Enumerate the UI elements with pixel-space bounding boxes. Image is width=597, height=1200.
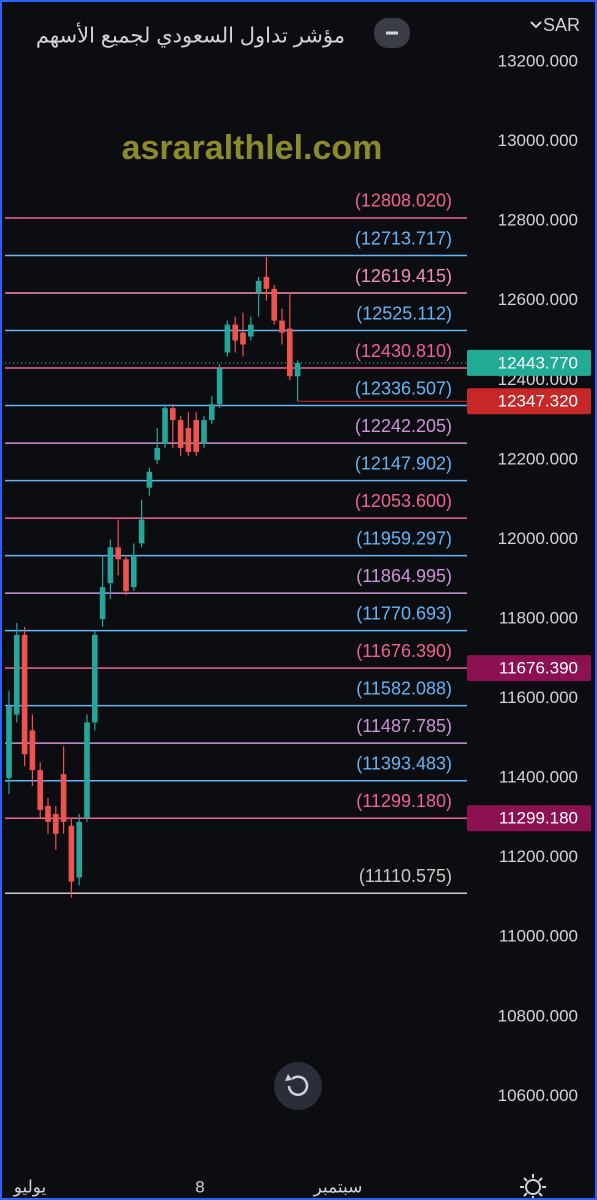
candle-body (287, 328, 293, 377)
y-tick-label: 12800.000 (498, 211, 578, 230)
candle-body (170, 408, 176, 421)
level-label: (11110.575) (359, 866, 452, 886)
candle-body (92, 634, 98, 723)
level-label: (12430.810) (355, 341, 452, 361)
candle-body (216, 368, 223, 405)
y-tick-label: 12200.000 (498, 449, 578, 468)
y-tick-label: 10600.000 (498, 1086, 578, 1105)
watermark: asraralthlel.com (122, 129, 383, 167)
candle-body (45, 805, 51, 822)
candle-body (294, 362, 301, 377)
price-badge (467, 805, 591, 832)
level-label: (11393.483) (356, 753, 452, 773)
price-badge-label: 12347.320 (498, 392, 578, 411)
y-tick-label: 11600.000 (499, 688, 578, 707)
level-label: (12713.717) (355, 228, 452, 248)
candle-body (123, 559, 129, 592)
candle-body (115, 547, 121, 560)
price-badge-label: 11299.180 (499, 809, 578, 828)
price-badge (467, 388, 591, 415)
level-label: (11770.693) (356, 603, 452, 623)
candle-body (240, 332, 246, 345)
candle-body (255, 280, 262, 293)
price-badge (467, 349, 591, 376)
price-badge-label: 11676.390 (499, 659, 578, 678)
candle-body (232, 324, 238, 341)
level-label: (11487.785) (356, 716, 452, 736)
level-label: (11676.390) (356, 641, 452, 661)
candle-body (279, 320, 285, 333)
candle-body (99, 587, 106, 619)
y-tick-label: 10800.000 (498, 1006, 578, 1025)
candle-body (76, 821, 82, 878)
level-label: (11959.297) (356, 528, 452, 548)
candle-body (146, 471, 153, 488)
level-label: (11299.180) (356, 791, 452, 811)
candle-body (154, 447, 160, 460)
candle-body (29, 730, 36, 771)
level-label: (12525.112) (356, 303, 452, 323)
candle-body (107, 547, 114, 584)
price-badge (467, 655, 591, 682)
candle-body (60, 774, 67, 822)
y-tick-label: 13200.000 (498, 52, 578, 71)
level-label: (12242.205) (355, 416, 452, 436)
candle-body (162, 408, 168, 444)
candle-body (177, 420, 184, 448)
candles-layer (5, 256, 467, 898)
level-label: (12053.600) (355, 491, 452, 511)
y-tick-label: 13000.000 (498, 131, 578, 150)
candle-body (21, 634, 28, 755)
candle-body (6, 706, 12, 779)
y-tick-label: 12600.000 (498, 290, 578, 309)
chevron (530, 21, 542, 29)
reset-button[interactable] (274, 1062, 322, 1110)
candle-body (68, 825, 75, 882)
currency: SAR (543, 15, 580, 35)
y-tick-label: 11000.000 (499, 927, 578, 946)
candle-body (201, 420, 207, 444)
reset-icon (287, 1075, 309, 1096)
x-tick-label: يوليو (13, 1177, 47, 1196)
y-tick-label: 11200.000 (499, 847, 578, 866)
level-label: (12619.415) (355, 266, 452, 286)
reset-arrow (285, 1074, 292, 1081)
y-tick-label: 11800.000 (499, 608, 578, 627)
candle-body (263, 276, 270, 289)
candle-body (138, 519, 145, 544)
chart-title: مؤشر تداول السعودي لجميع الأسهم (36, 23, 345, 49)
candle-body (271, 288, 277, 321)
reset-button-bg (274, 1062, 322, 1110)
candle-body (224, 324, 231, 353)
axis-layer: 10600.000 10800.000 11000.000 11200.000 1140… (13, 52, 591, 1196)
y-tick-label: 11400.000 (499, 768, 578, 787)
candle-body (53, 813, 59, 834)
settings-icon (525, 1179, 541, 1195)
collapse-button[interactable] (374, 18, 410, 48)
x-tick-label: 8 (195, 1177, 204, 1196)
candle-body (193, 420, 199, 452)
level-label: (12336.507) (355, 378, 452, 398)
candle-body (209, 404, 215, 421)
candle-body (248, 324, 254, 337)
level-label: (11582.088) (356, 678, 452, 698)
level-label: (12808.020) (355, 191, 452, 211)
y-tick-label: 12000.000 (498, 529, 578, 548)
levels-layer: (12808.020) (12713.717) (12619.415) (12525.… (5, 191, 467, 894)
price-badge-label: 12443.770 (498, 353, 578, 372)
candle-body (14, 634, 20, 715)
candle-body (185, 428, 192, 452)
x-tick-label: سبتمبر (313, 1177, 363, 1196)
candle-body (131, 555, 137, 588)
level-label: (12147.902) (355, 453, 452, 473)
candle-body (84, 722, 90, 818)
level-label: (11864.995) (356, 566, 452, 586)
currency-selector[interactable]: SAR (530, 15, 580, 35)
candle-body (37, 770, 43, 810)
